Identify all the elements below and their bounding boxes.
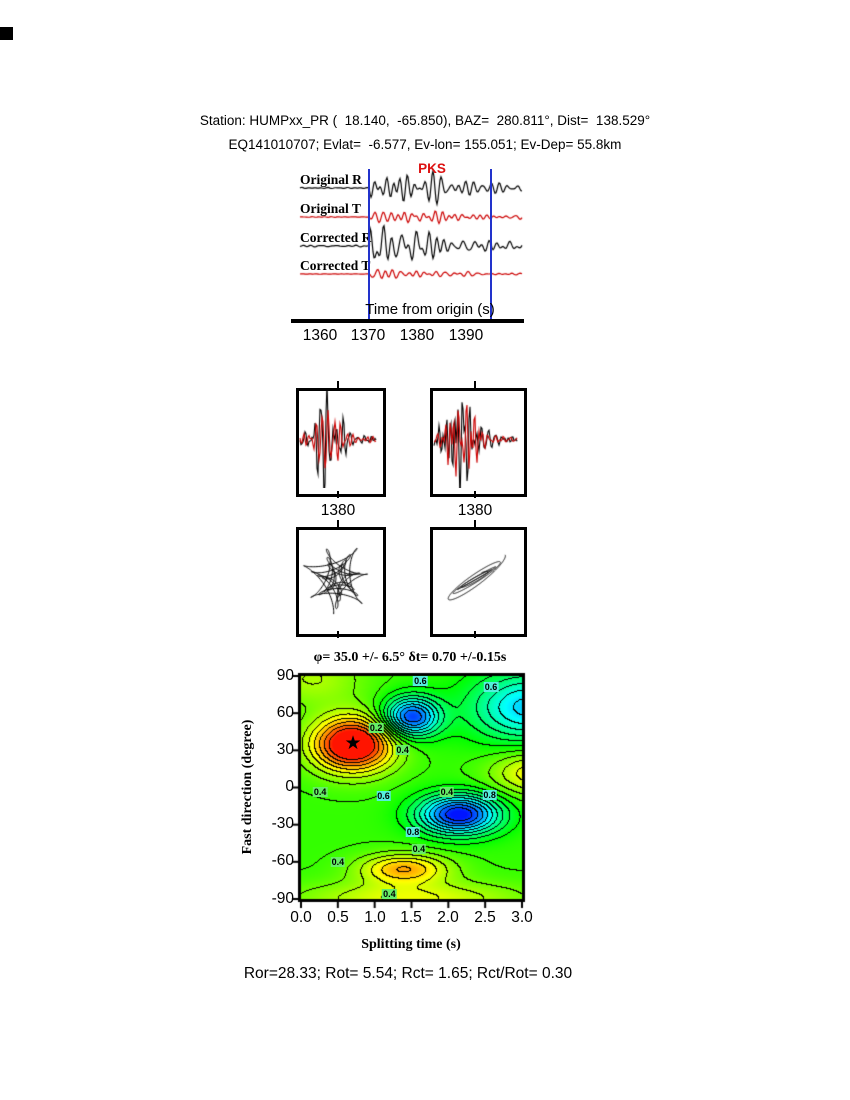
box-tick — [474, 491, 476, 498]
particle-motion-box-corrected — [430, 527, 527, 637]
windowed-waveform-box-right — [430, 388, 527, 497]
contour-level-label: 0.4 — [439, 787, 455, 798]
fast-dir-tick-2: 30 — [276, 741, 294, 758]
fast-dir-tick-1: 60 — [276, 704, 294, 721]
contour-level-label: 0.6 — [376, 791, 391, 802]
splitting-time-axis-label: Splitting time (s) — [361, 937, 461, 952]
windowed-waveform-box-left — [296, 388, 386, 497]
contour-level-label: 0.4 — [312, 787, 328, 798]
contour-level-label: 0.8 — [405, 827, 421, 838]
box-tick — [474, 520, 476, 527]
box-tick — [337, 381, 339, 388]
trace-label-corrected-t: Corrected T — [300, 258, 371, 273]
time-tick-1380: 1380 — [399, 327, 435, 344]
time-tick-1390: 1390 — [448, 327, 484, 344]
split-time-tick-1: 0.5 — [327, 909, 349, 926]
particle-motion-canvas-original — [299, 530, 377, 628]
trace-label-original-r: Original R — [300, 172, 362, 187]
splitting-result-title: φ= 35.0 +/- 6.5° δt= 0.70 +/-0.15s — [313, 650, 507, 665]
box-tick — [474, 631, 476, 638]
split-time-tick-3: 1.5 — [400, 909, 422, 926]
contour-level-label: 0.6 — [483, 682, 499, 693]
split-time-tick-0: 0.0 — [290, 909, 312, 926]
best-fit-star-icon: ★ — [344, 733, 362, 754]
window-center-time-right: 1380 — [457, 502, 493, 519]
contour-level-label: 0.8 — [482, 789, 497, 800]
windowed-waveform-canvas-right — [433, 391, 518, 488]
box-tick — [474, 381, 476, 388]
seismogram-canvas — [292, 166, 524, 306]
contour-level-label: 0.4 — [411, 844, 427, 855]
contour-level-label: 0.4 — [395, 745, 410, 756]
fast-dir-tick-0: 90 — [276, 667, 294, 684]
particle-motion-canvas-corrected — [433, 530, 518, 628]
event-info-line: EQ141010707; Evlat= -6.577, Ev-lon= 155.… — [228, 137, 622, 152]
window-end-line — [490, 169, 492, 323]
windowed-waveform-canvas-left — [299, 391, 377, 488]
error-surface-canvas — [291, 666, 532, 909]
trace-label-original-t: Original T — [300, 201, 361, 216]
time-tick-1370: 1370 — [350, 327, 386, 344]
fast-dir-tick-5: -60 — [271, 852, 294, 869]
contour-level-label: 0.4 — [330, 856, 346, 867]
contour-level-label: 0.2 — [368, 723, 384, 734]
station-info-line: Station: HUMPxx_PR ( 18.140, -65.850), B… — [199, 113, 651, 128]
trace-label-corrected-r: Corrected R — [300, 230, 372, 245]
time-axis-label: Time from origin (s) — [365, 301, 495, 318]
fast-dir-tick-3: 0 — [285, 778, 294, 795]
split-time-tick-6: 3.0 — [511, 909, 533, 926]
split-time-tick-2: 1.0 — [364, 909, 386, 926]
contour-level-label: 0.4 — [382, 889, 397, 900]
split-time-tick-5: 2.5 — [474, 909, 496, 926]
fast-dir-tick-6: -90 — [271, 890, 294, 907]
phase-label: PKS — [418, 161, 446, 176]
time-axis-line — [291, 319, 524, 323]
particle-motion-box-original — [296, 527, 386, 637]
fast-dir-tick-4: -30 — [271, 815, 294, 832]
split-time-tick-4: 2.0 — [437, 909, 459, 926]
box-tick — [337, 491, 339, 498]
window-center-time-left: 1380 — [320, 502, 356, 519]
box-tick — [337, 631, 339, 638]
corner-mark — [0, 27, 13, 40]
contour-level-label: 0.6 — [413, 675, 428, 686]
time-tick-1360: 1360 — [302, 327, 338, 344]
error-surface-plot: ★ 0.6 0.6 0.2 0.4 0.4 0.6 0.4 0.8 0.8 0.4 0.4 0.4 — [291, 666, 541, 916]
window-start-line — [368, 169, 370, 323]
quality-stats: Ror=28.33; Rot= 5.54; Rct= 1.65; Rct/Rot… — [243, 965, 573, 982]
box-tick — [337, 520, 339, 527]
